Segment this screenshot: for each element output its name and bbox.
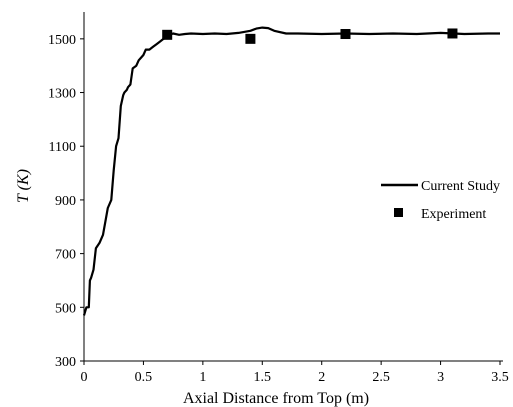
x-tick-label: 2	[318, 370, 325, 385]
y-axis-label: T (K)	[15, 169, 32, 203]
current-study-line	[82, 26, 500, 316]
x-tick-label: 0	[81, 370, 88, 385]
experiment-point	[340, 29, 351, 40]
x-tick-label: 1.5	[254, 370, 272, 385]
legend-label-experiment: Experiment	[421, 207, 486, 222]
x-tick-group: 0 0.5 1 1.5 2 2.5 3 3.5	[81, 361, 509, 385]
y-tick-label: 300	[55, 355, 76, 370]
x-tick-label: 3	[437, 370, 444, 385]
y-tick-label: 700	[55, 248, 76, 263]
experiment-point	[162, 29, 173, 40]
legend: Current Study Experiment	[381, 179, 500, 222]
y-tick-group: 300 500 700 900 1100 1300 1500	[48, 33, 84, 370]
legend-label-current-study: Current Study	[421, 179, 500, 194]
y-tick-label: 1100	[49, 140, 76, 155]
legend-square-marker	[394, 208, 403, 217]
y-tick-label: 500	[55, 301, 76, 316]
plot-series-group	[82, 26, 500, 316]
experiment-point	[447, 28, 458, 39]
x-tick-label: 3.5	[491, 370, 509, 385]
y-tick-label: 1300	[48, 87, 76, 102]
x-tick-label: 0.5	[135, 370, 153, 385]
experiment-point	[245, 33, 256, 44]
y-tick-label: 900	[55, 194, 76, 209]
x-axis-label: Axial Distance from Top (m)	[183, 390, 369, 407]
x-tick-label: 2.5	[372, 370, 390, 385]
y-tick-label: 1500	[48, 33, 76, 48]
x-tick-label: 1	[199, 370, 206, 385]
